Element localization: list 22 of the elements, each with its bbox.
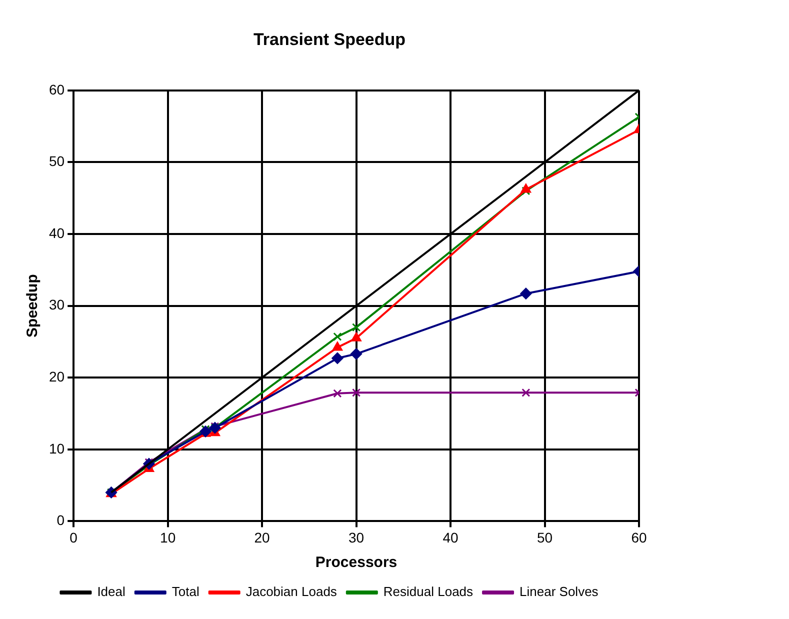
y-tick-label: 50 [48, 153, 65, 170]
legend-label: Residual Loads [383, 584, 474, 600]
y-tick-label: 60 [48, 81, 65, 98]
chart-title: Transient Speedup [253, 30, 406, 49]
x-tick-label: 0 [70, 529, 78, 546]
x-tick-label: 40 [442, 529, 459, 546]
legend-label: Ideal [97, 584, 126, 600]
y-axis-title: Speedup [24, 274, 42, 338]
x-axis-title: Processors [315, 554, 398, 572]
y-tick-label: 30 [48, 296, 65, 313]
legend-label: Linear Solves [520, 584, 599, 600]
x-tick-label: 30 [348, 529, 364, 546]
y-tick-label: 0 [56, 512, 65, 528]
y-tick-label: 20 [48, 368, 65, 384]
x-tick-label: 60 [631, 529, 647, 546]
x-tick-label: 20 [254, 529, 270, 546]
y-tick-label: 10 [48, 440, 65, 456]
legend-label: Jacobian Loads [246, 584, 338, 600]
legend-label: Total [172, 584, 200, 600]
x-tick-label: 50 [536, 529, 553, 546]
y-tick-label: 40 [48, 224, 65, 241]
x-tick-label: 10 [160, 529, 176, 546]
